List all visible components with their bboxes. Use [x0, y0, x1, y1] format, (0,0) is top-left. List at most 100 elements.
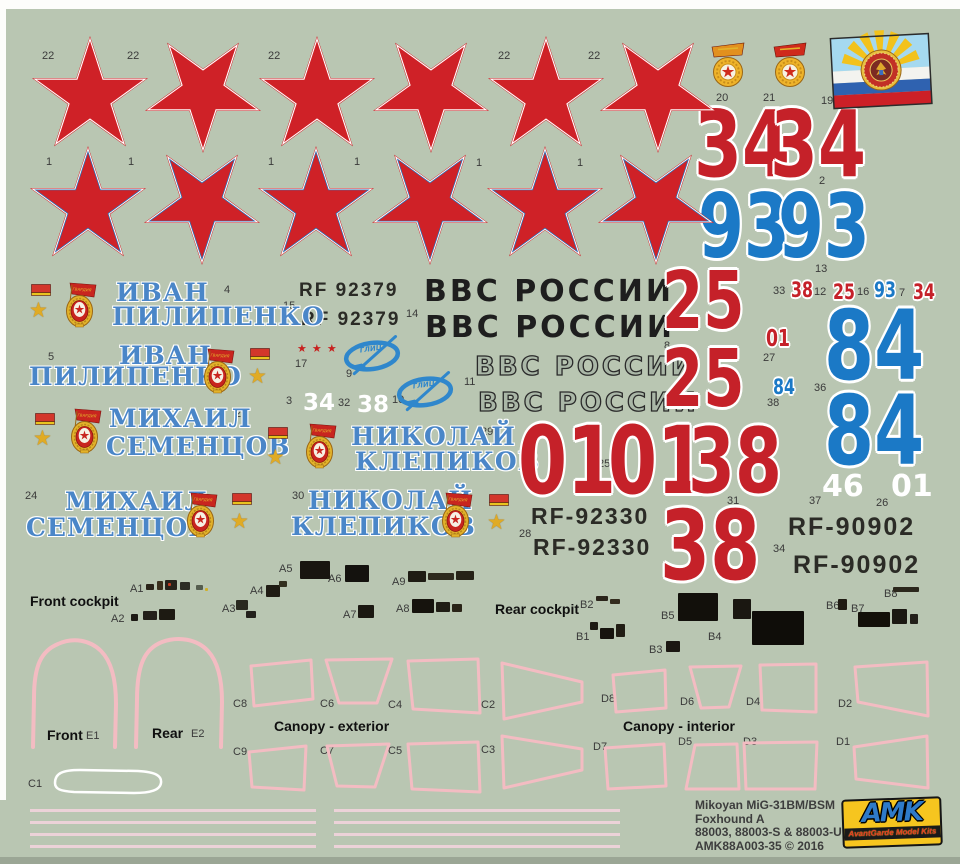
part-number-label: A8 [396, 603, 410, 615]
part-number-label: 23 [235, 408, 248, 420]
number-decal: 38 [660, 490, 761, 602]
kit-info-block: Mikoyan MiG-31BM/BSM Foxhound A 88003, 8… [695, 798, 842, 853]
part-number-label: A4 [250, 585, 264, 597]
part-number-label: 5 [48, 351, 55, 363]
tricolor-star-decal [258, 146, 374, 257]
red-star-decal [259, 36, 375, 147]
red-star-decal [145, 42, 261, 153]
canopy-part-outline-c5 [406, 740, 482, 794]
part-number-label: D7 [593, 741, 608, 753]
cockpit-panel-decal [616, 624, 625, 637]
part-number-label: 38 [767, 397, 780, 409]
pilot-name-decal: ПИЛИПЕНКО [112, 302, 325, 331]
cockpit-panel-decal [590, 622, 598, 630]
guards-medal-decal [773, 42, 807, 87]
part-number-label: 1 [354, 156, 361, 168]
gold-star-decal: ★ [248, 365, 267, 388]
guards-banner-text: ГВАРДИЯ [312, 428, 331, 434]
registration-code-decal: RF-90902 [788, 513, 916, 541]
part-number-label: 34 [773, 543, 786, 555]
cockpit-panel-decal [408, 571, 426, 582]
gold-star-decal: ★ [487, 511, 506, 534]
cockpit-panel-decal [436, 602, 450, 612]
guards-badge-decal: ГВАРДИЯ [66, 282, 97, 328]
registration-code-decal: RF 92379 [301, 309, 401, 330]
cockpit-panel-decal [345, 565, 369, 582]
pilot-name-decal: НИКОЛАЙ [351, 422, 516, 451]
part-number-label: B4 [708, 631, 722, 643]
part-number-label: B8 [884, 588, 898, 600]
part-number-label: 11 [464, 376, 476, 388]
cockpit-panel-decal [180, 582, 190, 590]
canopy-part-outline-d4 [758, 662, 818, 714]
part-number-label: 9 [346, 368, 353, 380]
cockpit-panel-decal [146, 584, 154, 590]
guards-banner-text: ГВАРДИЯ [193, 497, 212, 503]
stripe-decal [30, 821, 316, 824]
part-number-label: 1 [476, 157, 483, 169]
part-number-label: B6 [826, 600, 840, 612]
number-decal: 25 [662, 333, 745, 425]
number-decal: 34 [913, 280, 935, 304]
vvs-rossii-decal: ВВС РОССИИ [424, 274, 674, 309]
part-number-label: A2 [111, 613, 125, 625]
cockpit-panel-decal [165, 580, 177, 590]
award-ribbon-decal [31, 284, 51, 296]
part-number-label: 36 [814, 382, 827, 394]
cockpit-panel-decal [159, 609, 175, 620]
part-number-label: 15 [283, 300, 296, 312]
section-title: Rear [152, 725, 184, 741]
part-number-label: A9 [392, 576, 406, 588]
part-number-label: 13 [815, 263, 828, 275]
pilot-name-decal: ИВАН [119, 341, 212, 370]
part-number-label: E2 [191, 728, 205, 740]
canopy-part-outline-c3 [500, 734, 584, 790]
vvs-flag-emblem-decal [829, 30, 933, 110]
canopy-part-outline-c7 [325, 742, 391, 789]
award-ribbon-decal [489, 494, 509, 506]
gold-star-decal: ★ [230, 510, 249, 533]
part-number-label: 27 [763, 352, 776, 364]
part-number-label: 28 [519, 528, 532, 540]
number-decal: 46 [822, 469, 864, 504]
section-title: Rear cockpit [495, 601, 580, 617]
cockpit-panel-decal [610, 599, 620, 604]
part-number-label: 33 [773, 285, 786, 297]
section-title: Canopy - interior [623, 718, 736, 734]
part-number-label: C3 [481, 744, 496, 756]
cockpit-panel-decal [456, 571, 474, 580]
part-number-label: 1 [46, 156, 53, 168]
part-number-label: 37 [809, 495, 822, 507]
part-number-label: 1 [128, 156, 135, 168]
number-decal: 25 [833, 280, 855, 304]
part-number-label: 12 [814, 286, 827, 298]
number-decal: 84 [773, 375, 795, 399]
tricolor-star-decal [372, 154, 488, 265]
sheet-edge-bottom [0, 857, 960, 864]
part-number-label: 7 [899, 287, 906, 299]
part-number-label: B3 [649, 644, 663, 656]
number-decal: 34 [694, 91, 791, 198]
guards-medal-decal [711, 42, 745, 87]
stripe-decal [334, 809, 620, 812]
part-number-label: 17 [295, 358, 308, 370]
part-number-label: C9 [233, 746, 248, 758]
cockpit-panel-decal [910, 614, 918, 624]
cockpit-panel-decal [266, 585, 280, 597]
part-number-label: 16 [857, 286, 870, 298]
number-decal: 34 [303, 390, 336, 416]
award-ribbon-decal [232, 493, 252, 505]
cockpit-panel-decal [666, 641, 680, 652]
part-number-label: 22 [498, 50, 511, 62]
mask-outline-e1 [31, 638, 119, 749]
number-decal: 84 [824, 290, 925, 402]
red-star-decal [373, 42, 489, 153]
sheet-edge-left [0, 0, 6, 800]
kit-info-line1: Mikoyan MiG-31BM/BSM [695, 798, 836, 812]
number-decal: 01 [608, 407, 707, 516]
number-decal: 25 [662, 255, 745, 347]
part-number-label: 19 [821, 95, 834, 107]
cockpit-panel-decal [246, 611, 256, 618]
cockpit-panel-decal [733, 599, 751, 619]
cockpit-panel-decal [143, 611, 157, 620]
